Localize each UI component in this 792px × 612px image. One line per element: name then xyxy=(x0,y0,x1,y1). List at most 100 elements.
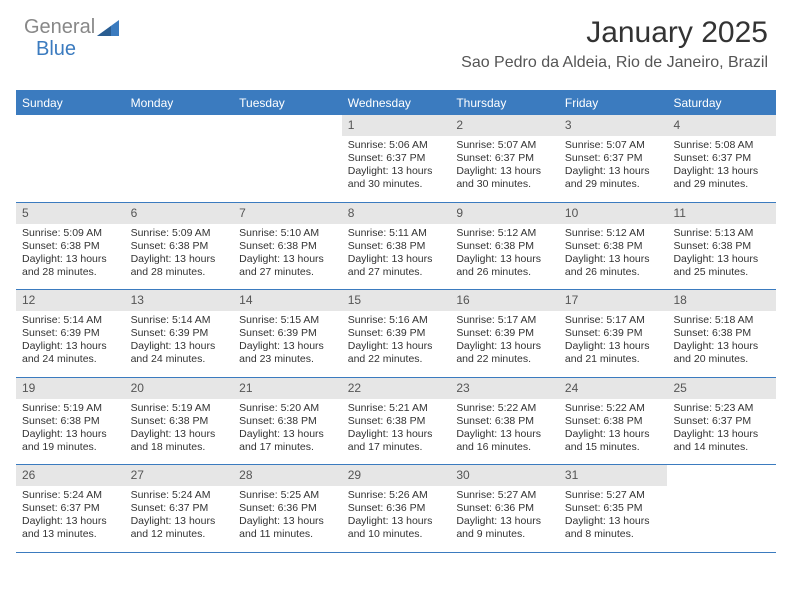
day-label: Saturday xyxy=(667,91,776,115)
day-body: Sunrise: 5:13 AMSunset: 6:38 PMDaylight:… xyxy=(667,224,776,290)
calendar-cell: 11Sunrise: 5:13 AMSunset: 6:38 PMDayligh… xyxy=(667,203,776,290)
calendar-cell: 19Sunrise: 5:19 AMSunset: 6:38 PMDayligh… xyxy=(16,378,125,465)
calendar-weeks: . . . 1Sunrise: 5:06 AMSunset: 6:37 PMDa… xyxy=(16,115,776,553)
logo-text-1: General xyxy=(24,16,95,39)
sunrise-line: Sunrise: 5:27 AM xyxy=(565,489,662,502)
calendar-cell: 15Sunrise: 5:16 AMSunset: 6:39 PMDayligh… xyxy=(342,290,451,377)
daylight-line: Daylight: 13 hours and 27 minutes. xyxy=(239,253,336,279)
day-number: 13 xyxy=(125,290,234,311)
sunset-line: Sunset: 6:38 PM xyxy=(348,240,445,253)
sunset-line: Sunset: 6:37 PM xyxy=(348,152,445,165)
calendar-cell: 13Sunrise: 5:14 AMSunset: 6:39 PMDayligh… xyxy=(125,290,234,377)
day-body: Sunrise: 5:07 AMSunset: 6:37 PMDaylight:… xyxy=(559,136,668,202)
sunset-line: Sunset: 6:37 PM xyxy=(22,502,119,515)
day-number: 1 xyxy=(342,115,451,136)
daylight-line: Daylight: 13 hours and 29 minutes. xyxy=(673,165,770,191)
calendar-cell: . xyxy=(667,465,776,552)
sunset-line: Sunset: 6:38 PM xyxy=(239,240,336,253)
calendar-week: . . . 1Sunrise: 5:06 AMSunset: 6:37 PMDa… xyxy=(16,115,776,203)
sunset-line: Sunset: 6:37 PM xyxy=(456,152,553,165)
day-number: 18 xyxy=(667,290,776,311)
daylight-line: Daylight: 13 hours and 22 minutes. xyxy=(348,340,445,366)
day-label: Sunday xyxy=(16,91,125,115)
day-body: Sunrise: 5:27 AMSunset: 6:35 PMDaylight:… xyxy=(559,486,668,552)
sunset-line: Sunset: 6:38 PM xyxy=(22,240,119,253)
sunset-line: Sunset: 6:36 PM xyxy=(348,502,445,515)
day-number: 17 xyxy=(559,290,668,311)
sunrise-line: Sunrise: 5:21 AM xyxy=(348,402,445,415)
daylight-line: Daylight: 13 hours and 19 minutes. xyxy=(22,428,119,454)
calendar-week: 12Sunrise: 5:14 AMSunset: 6:39 PMDayligh… xyxy=(16,290,776,378)
calendar-day-header: Sunday Monday Tuesday Wednesday Thursday… xyxy=(16,91,776,115)
daylight-line: Daylight: 13 hours and 24 minutes. xyxy=(131,340,228,366)
day-body: Sunrise: 5:26 AMSunset: 6:36 PMDaylight:… xyxy=(342,486,451,552)
day-body: Sunrise: 5:27 AMSunset: 6:36 PMDaylight:… xyxy=(450,486,559,552)
calendar-cell: 17Sunrise: 5:17 AMSunset: 6:39 PMDayligh… xyxy=(559,290,668,377)
day-number: 29 xyxy=(342,465,451,486)
sunset-line: Sunset: 6:38 PM xyxy=(673,327,770,340)
header: January 2025 Sao Pedro da Aldeia, Rio de… xyxy=(461,16,768,72)
page-subtitle: Sao Pedro da Aldeia, Rio de Janeiro, Bra… xyxy=(461,54,768,72)
sunrise-line: Sunrise: 5:07 AM xyxy=(565,139,662,152)
sunrise-line: Sunrise: 5:09 AM xyxy=(131,227,228,240)
day-number: 8 xyxy=(342,203,451,224)
sunset-line: Sunset: 6:39 PM xyxy=(565,327,662,340)
day-body: Sunrise: 5:22 AMSunset: 6:38 PMDaylight:… xyxy=(559,399,668,465)
day-label: Monday xyxy=(125,91,234,115)
sunset-line: Sunset: 6:39 PM xyxy=(239,327,336,340)
sunrise-line: Sunrise: 5:25 AM xyxy=(239,489,336,502)
sunrise-line: Sunrise: 5:17 AM xyxy=(565,314,662,327)
daylight-line: Daylight: 13 hours and 30 minutes. xyxy=(348,165,445,191)
calendar-week: 26Sunrise: 5:24 AMSunset: 6:37 PMDayligh… xyxy=(16,465,776,553)
day-label: Wednesday xyxy=(342,91,451,115)
day-number: 2 xyxy=(450,115,559,136)
logo-triangle-icon xyxy=(97,20,119,36)
calendar-cell: 27Sunrise: 5:24 AMSunset: 6:37 PMDayligh… xyxy=(125,465,234,552)
calendar: Sunday Monday Tuesday Wednesday Thursday… xyxy=(16,90,776,553)
day-number: 23 xyxy=(450,378,559,399)
daylight-line: Daylight: 13 hours and 27 minutes. xyxy=(348,253,445,279)
sunrise-line: Sunrise: 5:07 AM xyxy=(456,139,553,152)
sunrise-line: Sunrise: 5:06 AM xyxy=(348,139,445,152)
daylight-line: Daylight: 13 hours and 30 minutes. xyxy=(456,165,553,191)
day-body: Sunrise: 5:15 AMSunset: 6:39 PMDaylight:… xyxy=(233,311,342,377)
sunrise-line: Sunrise: 5:08 AM xyxy=(673,139,770,152)
day-number: 16 xyxy=(450,290,559,311)
calendar-cell: 8Sunrise: 5:11 AMSunset: 6:38 PMDaylight… xyxy=(342,203,451,290)
daylight-line: Daylight: 13 hours and 8 minutes. xyxy=(565,515,662,541)
daylight-line: Daylight: 13 hours and 9 minutes. xyxy=(456,515,553,541)
day-number: 27 xyxy=(125,465,234,486)
day-number: 28 xyxy=(233,465,342,486)
sunrise-line: Sunrise: 5:16 AM xyxy=(348,314,445,327)
sunrise-line: Sunrise: 5:22 AM xyxy=(565,402,662,415)
calendar-cell: 3Sunrise: 5:07 AMSunset: 6:37 PMDaylight… xyxy=(559,115,668,202)
sunset-line: Sunset: 6:39 PM xyxy=(456,327,553,340)
day-body: Sunrise: 5:09 AMSunset: 6:38 PMDaylight:… xyxy=(125,224,234,290)
logo-line2: Blue xyxy=(36,38,76,61)
day-number: 20 xyxy=(125,378,234,399)
day-number: 3 xyxy=(559,115,668,136)
calendar-week: 5Sunrise: 5:09 AMSunset: 6:38 PMDaylight… xyxy=(16,203,776,291)
day-body: Sunrise: 5:12 AMSunset: 6:38 PMDaylight:… xyxy=(450,224,559,290)
sunrise-line: Sunrise: 5:24 AM xyxy=(131,489,228,502)
sunset-line: Sunset: 6:38 PM xyxy=(456,415,553,428)
calendar-cell: 4Sunrise: 5:08 AMSunset: 6:37 PMDaylight… xyxy=(667,115,776,202)
calendar-week: 19Sunrise: 5:19 AMSunset: 6:38 PMDayligh… xyxy=(16,378,776,466)
sunset-line: Sunset: 6:38 PM xyxy=(456,240,553,253)
day-body: Sunrise: 5:19 AMSunset: 6:38 PMDaylight:… xyxy=(125,399,234,465)
logo-text-2: Blue xyxy=(36,38,76,60)
day-body: Sunrise: 5:25 AMSunset: 6:36 PMDaylight:… xyxy=(233,486,342,552)
calendar-cell: 1 Sunrise: 5:06 AMSunset: 6:37 PMDaylight… xyxy=(342,115,451,202)
sunrise-line: Sunrise: 5:26 AM xyxy=(348,489,445,502)
daylight-line: Daylight: 13 hours and 28 minutes. xyxy=(22,253,119,279)
daylight-line: Daylight: 13 hours and 29 minutes. xyxy=(565,165,662,191)
sunrise-line: Sunrise: 5:10 AM xyxy=(239,227,336,240)
calendar-cell: 18Sunrise: 5:18 AMSunset: 6:38 PMDayligh… xyxy=(667,290,776,377)
day-body: Sunrise: 5:10 AMSunset: 6:38 PMDaylight:… xyxy=(233,224,342,290)
sunrise-line: Sunrise: 5:14 AM xyxy=(22,314,119,327)
calendar-cell: 24Sunrise: 5:22 AMSunset: 6:38 PMDayligh… xyxy=(559,378,668,465)
day-number: 11 xyxy=(667,203,776,224)
calendar-cell: 26Sunrise: 5:24 AMSunset: 6:37 PMDayligh… xyxy=(16,465,125,552)
day-body: Sunrise: 5:21 AMSunset: 6:38 PMDaylight:… xyxy=(342,399,451,465)
sunset-line: Sunset: 6:39 PM xyxy=(22,327,119,340)
